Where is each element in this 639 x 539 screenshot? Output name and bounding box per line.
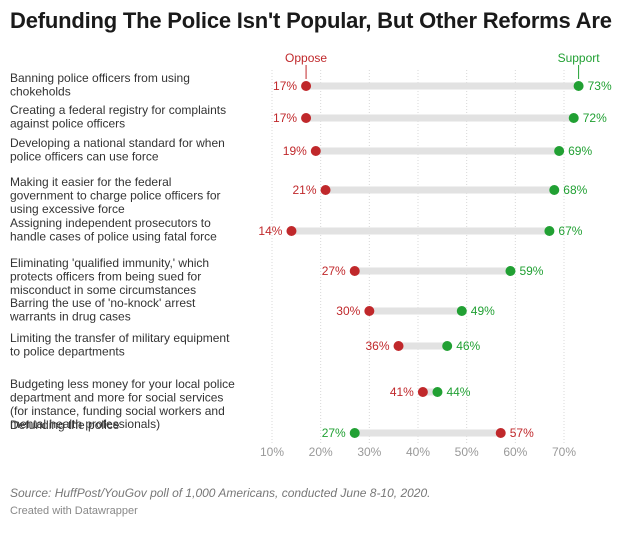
oppose-value-label: 14% (258, 224, 282, 238)
x-tick-label: 30% (357, 445, 381, 459)
category-label: Eliminating 'qualified immunity,' which (10, 256, 209, 270)
dot-plot-chart: 10% 20% 30% 40% 50% 60% 70% Oppose Support Bann… (9, 51, 612, 459)
support-value-label: 49% (471, 304, 495, 318)
category-label: mental health professionals) (10, 417, 160, 431)
chart-row: Assigning independent prosecutors tohand… (10, 216, 583, 243)
category-label: warrants in drug cases (9, 309, 131, 323)
x-tick-label: 70% (552, 445, 576, 459)
support-value-label: 73% (588, 79, 612, 93)
category-label: Banning police officers from using (10, 71, 190, 85)
chart-row: Limiting the transfer of military equipm… (10, 331, 481, 358)
chart-rows: Banning police officers from usingchokeh… (9, 71, 612, 440)
category-label: Creating a federal registry for complain… (10, 103, 226, 117)
support-dot (554, 146, 565, 156)
category-label: Making it easier for the federal (10, 175, 171, 189)
category-label: Assigning independent prosecutors to (10, 216, 211, 230)
category-label: government to charge police officers for (10, 188, 221, 202)
support-value-label: 69% (568, 144, 592, 158)
category-label: to police departments (10, 344, 125, 358)
oppose-dot (364, 306, 375, 316)
credit-note: Created with Datawrapper (10, 505, 138, 517)
chart-row: Eliminating 'qualified immunity,' whichp… (10, 256, 544, 297)
oppose-dot (286, 226, 297, 236)
support-dot (505, 266, 516, 276)
support-value-label: 67% (558, 224, 582, 238)
support-value-label: 46% (456, 339, 480, 353)
chart-row: Defunding the police 57% 27% (10, 418, 534, 440)
x-tick-label: 50% (455, 445, 479, 459)
oppose-dot (301, 81, 312, 91)
category-label: Developing a national standard for when (10, 136, 225, 150)
x-tick-label: 20% (309, 445, 333, 459)
x-tick-label: 10% (260, 445, 284, 459)
oppose-dot (349, 266, 360, 276)
support-dot (568, 113, 579, 123)
oppose-dot (301, 113, 312, 123)
chart-row: Banning police officers from usingchokeh… (10, 71, 612, 98)
legend-oppose: Oppose (285, 51, 327, 65)
chart-row: Making it easier for the federalgovernme… (10, 175, 588, 216)
support-dot (573, 81, 584, 91)
legend: Oppose Support (285, 51, 600, 79)
oppose-dot (417, 387, 428, 397)
category-label: Defunding the police (10, 418, 120, 432)
oppose-dot (320, 185, 331, 195)
support-dot (456, 306, 467, 316)
support-value-label: 59% (519, 264, 543, 278)
category-label: protects officers from being sued for (10, 269, 201, 283)
support-value-label: 44% (446, 385, 470, 399)
oppose-value-label: 30% (336, 304, 360, 318)
support-value-label: 27% (322, 426, 346, 440)
category-label: police officers can use force (10, 149, 159, 163)
category-label: chokeholds (10, 84, 71, 98)
support-value-label: 72% (583, 111, 607, 125)
category-label: using excessive force (10, 202, 125, 216)
chart-row: Creating a federal registry for complain… (10, 103, 607, 130)
oppose-dot (495, 428, 506, 438)
oppose-dot (393, 341, 404, 351)
oppose-value-label: 36% (366, 339, 390, 353)
chart-row: Budgeting less money for your local poli… (10, 377, 471, 431)
oppose-value-label: 57% (510, 426, 534, 440)
support-dot (349, 428, 360, 438)
category-label: Barring the use of 'no-knock' arrest (10, 296, 196, 310)
support-dot (442, 341, 453, 351)
oppose-value-label: 17% (273, 111, 297, 125)
category-label: misconduct in some circumstances (10, 283, 196, 297)
oppose-value-label: 41% (390, 385, 414, 399)
category-label: Budgeting less money for your local poli… (10, 377, 235, 391)
category-label: against police officers (10, 116, 125, 130)
oppose-value-label: 17% (273, 79, 297, 93)
support-dot (549, 185, 560, 195)
source-note: Source: HuffPost/YouGov poll of 1,000 Am… (10, 486, 431, 500)
support-dot (544, 226, 555, 236)
chart-row: Developing a national standard for whenp… (10, 136, 592, 163)
chart-title: Defunding The Police Isn't Popular, But … (10, 8, 612, 33)
category-label: handle cases of police using fatal force (10, 229, 217, 243)
gridlines (271, 70, 565, 443)
x-tick-label: 40% (406, 445, 430, 459)
chart-row: Barring the use of 'no-knock' arrestwarr… (9, 296, 495, 323)
x-axis: 10% 20% 30% 40% 50% 60% 70% (260, 445, 576, 459)
oppose-value-label: 19% (283, 144, 307, 158)
category-label: department and more for social services (10, 390, 223, 404)
support-value-label: 68% (563, 183, 587, 197)
support-dot (432, 387, 443, 397)
oppose-dot (310, 146, 321, 156)
oppose-value-label: 27% (322, 264, 346, 278)
oppose-value-label: 21% (293, 183, 317, 197)
category-label: (for instance, funding social workers an… (10, 404, 225, 418)
x-tick-label: 60% (503, 445, 527, 459)
category-label: Limiting the transfer of military equipm… (10, 331, 230, 345)
legend-support: Support (558, 51, 601, 65)
